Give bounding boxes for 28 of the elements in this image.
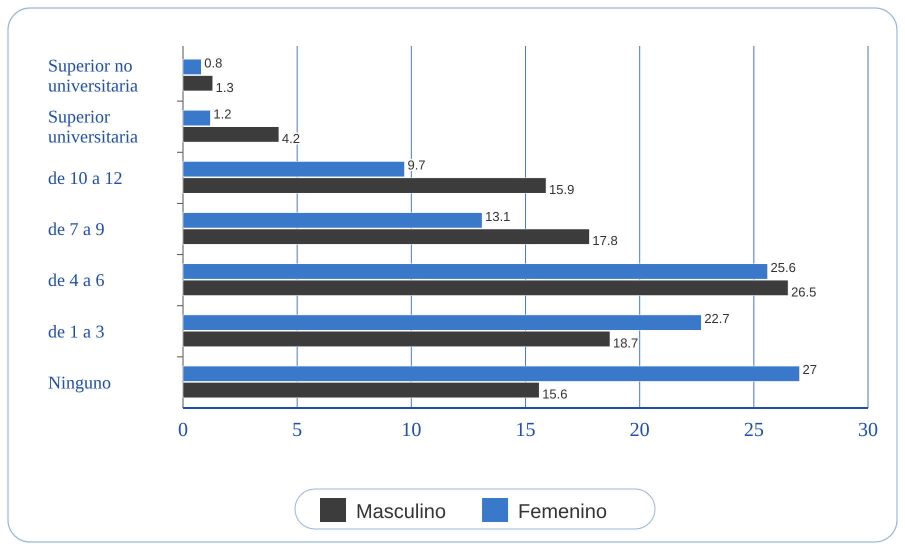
y-tick-label: de 10 a 12 xyxy=(48,168,122,188)
x-tick-label: 10 xyxy=(401,419,422,442)
x-tick-label: 0 xyxy=(178,419,188,442)
y-tick-label: de 1 a 3 xyxy=(48,321,104,342)
data-label: 26.5 xyxy=(791,284,816,300)
data-label: 17.8 xyxy=(592,233,618,248)
x-tick-label: 20 xyxy=(630,419,650,442)
data-label: 18.7 xyxy=(612,335,638,350)
x-tick-label: 30 xyxy=(858,419,878,442)
legend-label: Masculino xyxy=(356,501,446,523)
data-label: 15.6 xyxy=(542,386,568,402)
data-label: 22.7 xyxy=(704,311,730,326)
data-label: 15.9 xyxy=(549,182,574,198)
data-label: 13.1 xyxy=(485,208,510,224)
y-tick-label: Superior universitaria xyxy=(48,106,138,147)
data-label: 1.3 xyxy=(216,80,234,95)
data-label: 0.8 xyxy=(204,55,222,70)
data-label: 25.6 xyxy=(770,260,796,275)
y-tick-label: Superior no universitaria xyxy=(48,56,138,96)
y-tick-label: de 4 a 6 xyxy=(48,270,104,290)
x-tick-label: 5 xyxy=(292,419,302,442)
y-tick-label: de 7 a 9 xyxy=(48,219,104,239)
data-label: 27 xyxy=(802,362,817,378)
y-tick-label: Ninguno xyxy=(48,372,111,392)
x-tick-label: 25 xyxy=(744,419,764,442)
x-tick-label: 15 xyxy=(516,419,536,442)
data-label: 1.2 xyxy=(213,106,232,122)
legend-label: Femenino xyxy=(518,501,607,523)
